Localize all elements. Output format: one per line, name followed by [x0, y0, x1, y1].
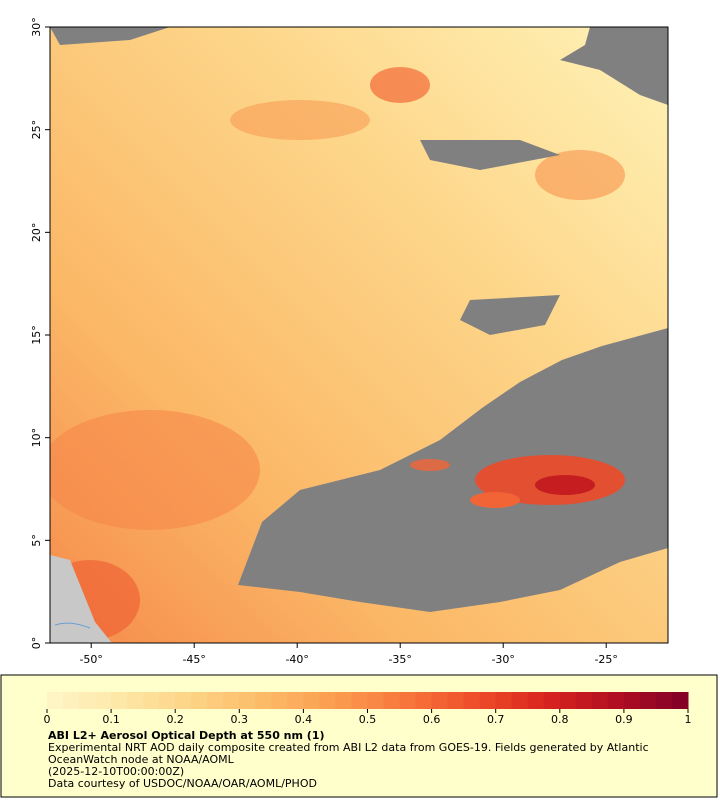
colorbar-swatch — [191, 692, 208, 709]
colorbar-swatch — [239, 692, 256, 709]
colorbar-swatch — [607, 692, 625, 709]
colorbar-swatch — [63, 692, 80, 709]
colorbar-swatch — [127, 692, 144, 709]
colorbar-tick-label: 0.7 — [487, 713, 505, 726]
colorbar-swatch — [639, 692, 657, 709]
colorbar-swatch — [159, 692, 176, 709]
colorbar-swatch — [559, 692, 577, 709]
colorbar-swatch — [143, 692, 160, 709]
colorbar-swatch — [287, 692, 304, 709]
colorbar-swatch — [95, 692, 112, 709]
colorbar-swatch — [463, 692, 481, 709]
colorbar-swatch — [175, 692, 192, 709]
colorbar-swatch — [383, 692, 401, 709]
colorbar-tick-label: 0 — [44, 713, 51, 726]
colorbar-tick-label: 1 — [685, 713, 692, 726]
x-tick-label: -35° — [388, 653, 411, 666]
colorbar-swatch — [415, 692, 433, 709]
colorbar-swatch — [303, 692, 320, 709]
colorbar-swatch — [255, 692, 272, 709]
colorbar-swatch — [47, 692, 64, 709]
colorbar-swatch — [495, 692, 513, 709]
colorbar-swatch — [111, 692, 128, 709]
colorbar-swatch — [447, 692, 465, 709]
colorbar-swatch — [399, 692, 417, 709]
colorbar-swatch — [367, 692, 385, 709]
caption-title: ABI L2+ Aerosol Optical Depth at 550 nm … — [48, 729, 325, 742]
x-tick-label: -30° — [491, 653, 514, 666]
y-tick-label: 10° — [30, 428, 43, 448]
x-tick-label: -25° — [594, 653, 617, 666]
y-tick-label: 5° — [30, 534, 43, 547]
colorbar-tick-label: 0.3 — [231, 713, 249, 726]
colorbar-swatch — [511, 692, 529, 709]
colorbar-swatch — [207, 692, 224, 709]
x-tick-label: -50° — [79, 653, 102, 666]
x-tick-label: -40° — [285, 653, 308, 666]
caption: ABI L2+ Aerosol Optical Depth at 550 nm … — [48, 730, 688, 790]
colorbar-swatch — [319, 692, 336, 709]
colorbar-swatch — [335, 692, 352, 709]
colorbar-tick-label: 0.5 — [359, 713, 377, 726]
colorbar-swatch — [79, 692, 96, 709]
colorbar-tick-label: 0.4 — [295, 713, 313, 726]
colorbar-swatch — [591, 692, 609, 709]
colorbar-swatch — [527, 692, 545, 709]
caption-credit: Data courtesy of USDOC/NOAA/OAR/AOML/PHO… — [48, 777, 317, 790]
colorbar-swatch — [351, 692, 368, 709]
colorbar-tick-label: 0.6 — [423, 713, 441, 726]
colorbar-swatch — [671, 692, 689, 709]
colorbar-swatch — [655, 692, 673, 709]
aod-raster — [50, 27, 668, 643]
colorbar-swatch — [223, 692, 240, 709]
colorbar-swatch — [623, 692, 641, 709]
y-tick-label: 15° — [30, 325, 43, 345]
y-tick-label: 25° — [30, 120, 43, 140]
colorbar-swatch — [575, 692, 593, 709]
colorbar-swatch — [479, 692, 497, 709]
caption-date: (2025-12-10T00:00:00Z) — [48, 765, 185, 778]
colorbar-tick-label: 0.9 — [615, 713, 633, 726]
x-tick-label: -45° — [182, 653, 205, 666]
colorbar-swatch — [271, 692, 288, 709]
colorbar-swatch — [543, 692, 561, 709]
y-tick-label: 30° — [30, 17, 43, 37]
y-tick-label: 20° — [30, 223, 43, 243]
caption-description: Experimental NRT AOD daily composite cre… — [48, 741, 649, 766]
y-tick-label: 0° — [30, 637, 43, 650]
colorbar-tick-label: 0.1 — [102, 713, 120, 726]
colorbar-tick-label: 0.8 — [551, 713, 569, 726]
colorbar-swatch — [431, 692, 449, 709]
colorbar-tick-label: 0.2 — [166, 713, 184, 726]
